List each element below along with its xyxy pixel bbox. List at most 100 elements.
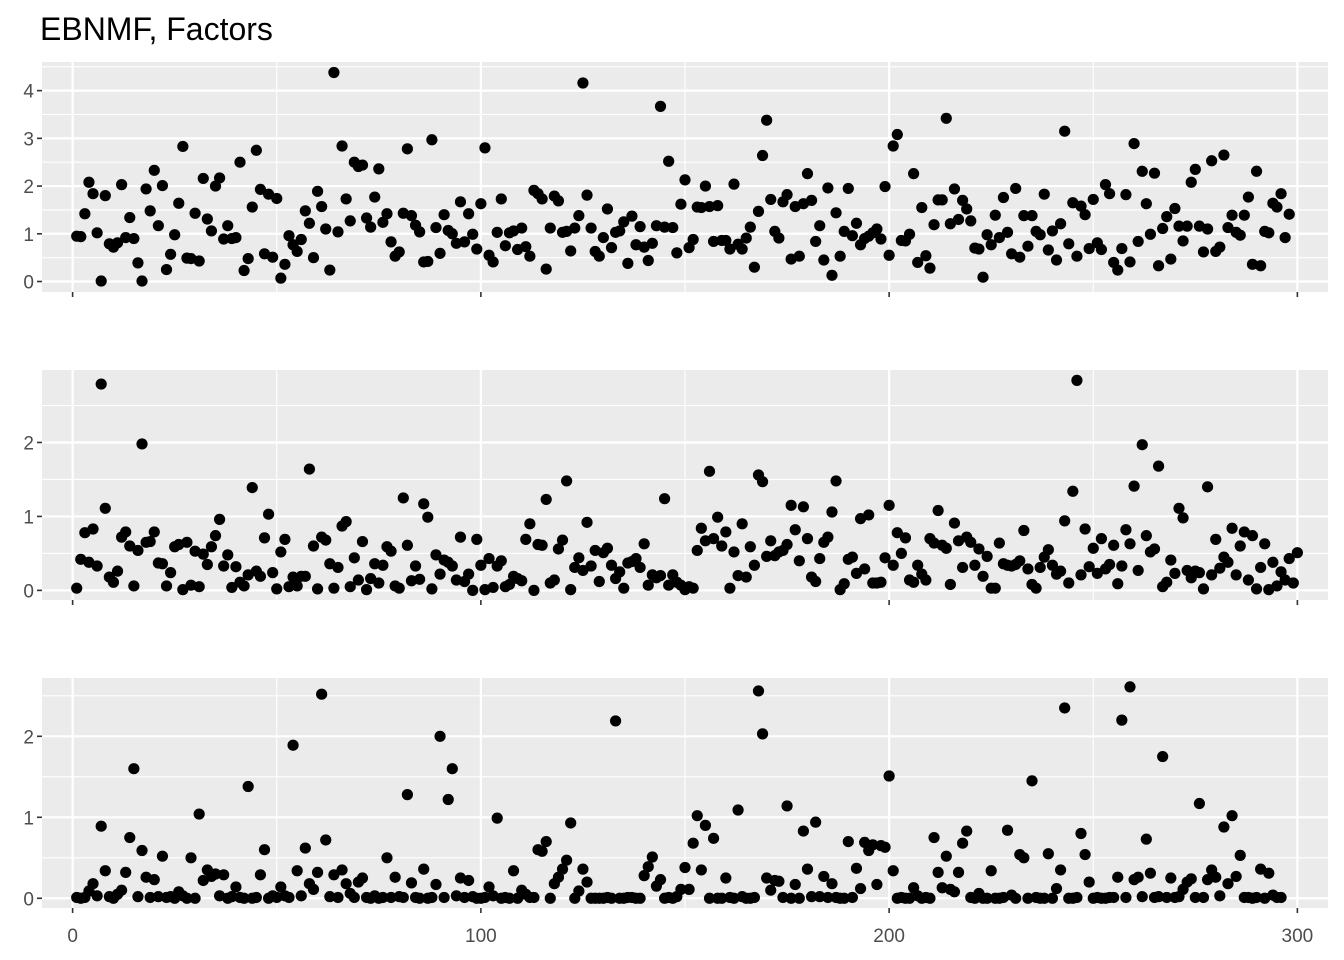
data-point [740, 571, 752, 583]
data-point [1226, 810, 1238, 822]
data-point [814, 552, 826, 565]
data-point [414, 226, 426, 238]
data-point [471, 243, 483, 255]
data-point [95, 275, 107, 287]
data-point [1120, 189, 1132, 201]
data-point [863, 509, 875, 521]
data-point [814, 220, 826, 232]
data-point [1095, 533, 1108, 545]
data-point [324, 891, 336, 903]
data-point [1250, 891, 1263, 904]
data-point [1140, 198, 1152, 210]
data-point [842, 182, 854, 195]
data-point [1152, 460, 1165, 472]
data-point [1071, 250, 1083, 262]
data-point [1263, 867, 1275, 879]
data-point [834, 250, 846, 262]
data-point [1165, 872, 1177, 884]
data-point [732, 804, 744, 816]
data-point [752, 205, 765, 217]
data-point [1148, 543, 1161, 555]
data-point [156, 179, 169, 192]
data-point [1165, 554, 1177, 566]
data-point [1287, 577, 1299, 589]
data-point [761, 114, 773, 126]
data-point [360, 212, 373, 224]
data-point [295, 233, 307, 246]
data-point [463, 208, 475, 220]
data-point [1189, 891, 1201, 904]
data-point [1140, 833, 1152, 845]
data-point [467, 228, 479, 240]
data-point [1116, 242, 1128, 255]
data-point [152, 220, 164, 232]
data-point [165, 567, 177, 579]
data-point [320, 534, 332, 546]
data-point [124, 211, 136, 224]
data-point [948, 183, 961, 195]
data-point [1271, 201, 1283, 213]
chart-title: EBNMF, Factors [40, 11, 273, 47]
data-point [593, 575, 605, 588]
data-point [818, 870, 830, 883]
data-point [377, 891, 389, 904]
data-point [1259, 538, 1271, 550]
data-point [597, 232, 609, 244]
data-point [128, 763, 140, 775]
data-point [561, 854, 573, 866]
data-point [1018, 210, 1030, 222]
data-point [295, 890, 307, 902]
data-point [724, 243, 736, 255]
data-point [91, 560, 103, 572]
data-point [859, 563, 871, 575]
data-point [671, 247, 683, 259]
y-tick-label: 1 [23, 225, 34, 246]
data-point [1246, 530, 1259, 542]
data-point [781, 538, 793, 551]
panel-1: 0 1 2 3 4 [23, 62, 1328, 297]
data-point [536, 539, 548, 551]
data-point [850, 217, 863, 229]
data-point [1120, 524, 1132, 536]
data-point [977, 570, 989, 582]
data-point [646, 851, 658, 863]
data-point [846, 551, 858, 563]
data-point [948, 886, 961, 898]
data-point [940, 542, 952, 554]
data-point [1201, 223, 1214, 235]
data-point [1087, 542, 1099, 554]
data-point [765, 535, 777, 547]
data-point [577, 863, 589, 875]
data-point [977, 271, 989, 283]
data-point [593, 250, 605, 262]
data-point [1112, 578, 1124, 590]
data-point [712, 200, 724, 212]
y-tick-label: 0 [23, 581, 34, 602]
data-point [577, 564, 589, 577]
data-point [1116, 560, 1128, 572]
data-point [381, 208, 393, 220]
data-point [879, 552, 891, 564]
data-point [801, 863, 814, 875]
data-point [1083, 242, 1095, 255]
data-point [373, 577, 385, 589]
data-point [189, 207, 201, 219]
data-point [940, 112, 952, 124]
data-point [128, 232, 140, 245]
data-point [262, 508, 275, 520]
data-point [654, 569, 667, 582]
data-point [830, 475, 842, 487]
data-point [736, 243, 748, 255]
data-point [810, 575, 822, 588]
data-point [707, 832, 720, 844]
data-point [1103, 188, 1116, 200]
data-point [1169, 202, 1181, 215]
data-point [981, 550, 993, 562]
data-point [491, 226, 503, 238]
x-axis-labels: 0 100 200 300 [67, 926, 1313, 947]
data-point [128, 580, 140, 592]
data-point [1079, 523, 1091, 535]
data-point [536, 845, 548, 857]
y-tick-label: 2 [23, 433, 34, 454]
data-point [328, 66, 340, 79]
